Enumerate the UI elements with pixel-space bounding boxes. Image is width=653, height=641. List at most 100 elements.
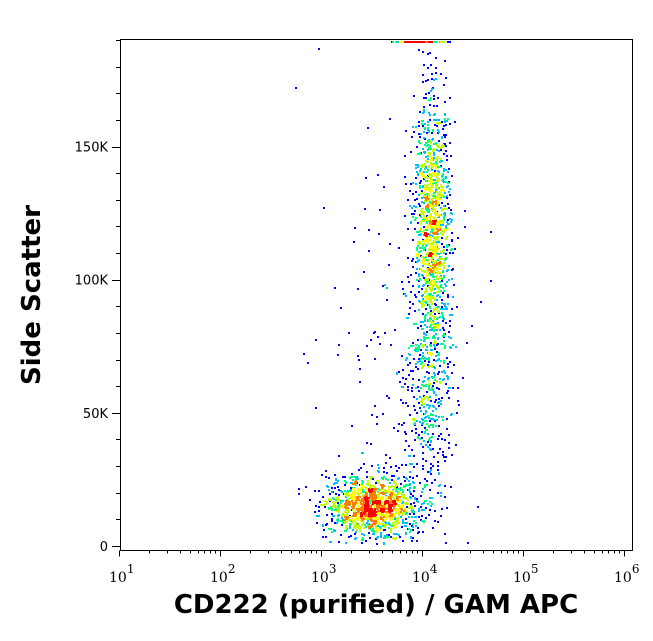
data-point: [390, 529, 392, 531]
data-point: [444, 229, 446, 231]
data-point: [438, 310, 440, 312]
data-point: [410, 497, 412, 499]
data-point: [384, 529, 386, 531]
data-point: [411, 463, 413, 465]
data-point: [434, 182, 436, 184]
data-point: [429, 141, 431, 143]
data-point: [436, 381, 438, 383]
data-point: [319, 501, 321, 503]
data-point: [444, 308, 446, 310]
data-point: [344, 530, 346, 532]
data-point: [416, 540, 418, 542]
data-point: [440, 433, 442, 435]
data-point: [417, 164, 419, 166]
data-point: [351, 493, 353, 495]
data-point: [423, 340, 425, 342]
data-point: [337, 505, 339, 507]
data-point: [464, 210, 466, 212]
data-point: [403, 486, 405, 488]
data-point: [409, 455, 411, 457]
data-point: [424, 431, 426, 433]
data-point: [442, 220, 444, 222]
data-point: [434, 337, 436, 339]
data-point: [295, 87, 297, 89]
data-point: [446, 308, 448, 310]
data-point: [443, 276, 445, 278]
data-point: [435, 250, 437, 252]
data-point: [433, 248, 435, 250]
data-point: [442, 224, 444, 226]
data-point: [363, 463, 365, 465]
data-point: [363, 534, 365, 536]
data-point: [446, 244, 448, 246]
data-point: [418, 231, 420, 233]
data-point: [440, 149, 442, 151]
data-point: [422, 452, 424, 454]
data-point: [433, 372, 435, 374]
data-point: [438, 268, 440, 270]
data-point: [363, 513, 365, 515]
data-point: [417, 245, 419, 247]
data-point: [439, 378, 441, 380]
data-point: [316, 515, 318, 517]
data-point: [447, 223, 449, 225]
data-point: [398, 488, 400, 490]
data-point: [408, 445, 410, 447]
data-point: [442, 173, 444, 175]
data-point: [448, 168, 450, 170]
data-point: [384, 526, 386, 528]
data-point: [380, 532, 382, 534]
data-point: [441, 237, 443, 239]
data-point: [437, 259, 439, 261]
data-point: [325, 503, 327, 505]
data-point: [438, 241, 440, 243]
data-point: [314, 490, 316, 492]
data-point: [359, 368, 361, 370]
data-point: [426, 238, 428, 240]
data-point: [432, 138, 434, 140]
data-point: [440, 232, 442, 234]
data-point: [436, 122, 438, 124]
data-point: [450, 212, 452, 214]
data-point: [432, 311, 434, 313]
data-point: [425, 282, 427, 284]
data-point: [427, 216, 429, 218]
data-point: [434, 367, 436, 369]
data-point: [412, 126, 414, 128]
data-point: [429, 405, 431, 407]
data-point: [412, 378, 414, 380]
data-point: [432, 260, 434, 262]
data-point: [429, 191, 431, 193]
data-point: [421, 164, 423, 166]
data-point: [394, 526, 396, 528]
data-point: [390, 501, 392, 503]
data-point: [415, 366, 417, 368]
data-point: [433, 220, 435, 222]
data-point: [429, 153, 431, 155]
data-point: [430, 290, 432, 292]
data-point: [435, 399, 437, 401]
data-point: [423, 131, 425, 133]
data-point: [427, 279, 429, 281]
data-point: [356, 498, 358, 500]
data-point: [334, 506, 336, 508]
data-point: [366, 442, 368, 444]
data-point: [443, 303, 445, 305]
data-point: [447, 366, 449, 368]
data-point: [448, 207, 450, 209]
data-point: [449, 314, 451, 316]
data-point: [422, 275, 424, 277]
data-point: [428, 380, 430, 382]
data-point: [398, 371, 400, 373]
data-point: [418, 309, 420, 311]
data-point: [420, 210, 422, 212]
data-point: [443, 168, 445, 170]
data-point: [388, 264, 390, 266]
data-point: [415, 183, 417, 185]
data-point: [462, 377, 464, 379]
data-point: [408, 480, 410, 482]
data-point: [345, 509, 347, 511]
data-point: [384, 535, 386, 537]
data-point: [421, 344, 423, 346]
data-point: [436, 275, 438, 277]
